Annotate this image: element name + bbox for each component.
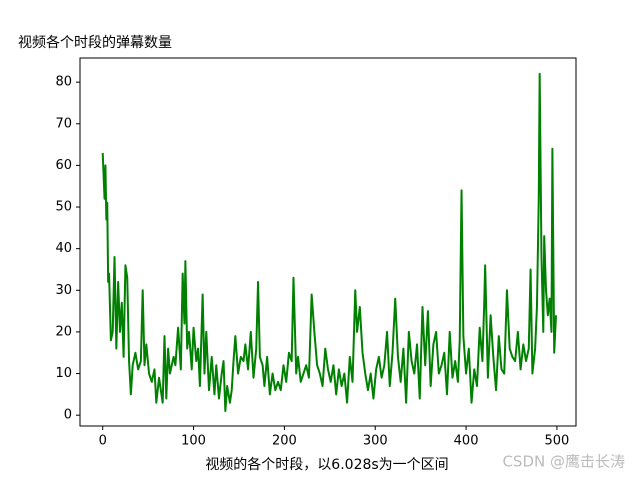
x-axis-label: 视频的各个时段，以6.028s为一个区间	[205, 457, 448, 473]
data-line	[101, 72, 558, 413]
y-tick-label: 40	[55, 241, 72, 256]
y-tick-label: 20	[55, 324, 72, 339]
chart-title: 视频各个时段的弹幕数量	[18, 35, 172, 51]
y-tick-label: 10	[55, 366, 72, 381]
plot-frame	[79, 57, 577, 427]
y-tick-label: 80	[55, 75, 72, 90]
x-tick-label: 100	[181, 434, 206, 449]
x-tick-label: 0	[99, 434, 107, 449]
y-tick-label: 50	[55, 200, 72, 215]
y-tick-label: 0	[64, 408, 72, 423]
y-tick-label: 30	[55, 283, 72, 298]
watermark: CSDN @鹰击长涛	[502, 453, 625, 471]
y-tick-label: 70	[55, 116, 72, 131]
x-tick-label: 300	[363, 434, 388, 449]
x-tick-label: 400	[454, 434, 479, 449]
x-tick-label: 200	[272, 434, 297, 449]
y-tick-label: 60	[55, 158, 72, 173]
x-tick-label: 500	[545, 434, 570, 449]
